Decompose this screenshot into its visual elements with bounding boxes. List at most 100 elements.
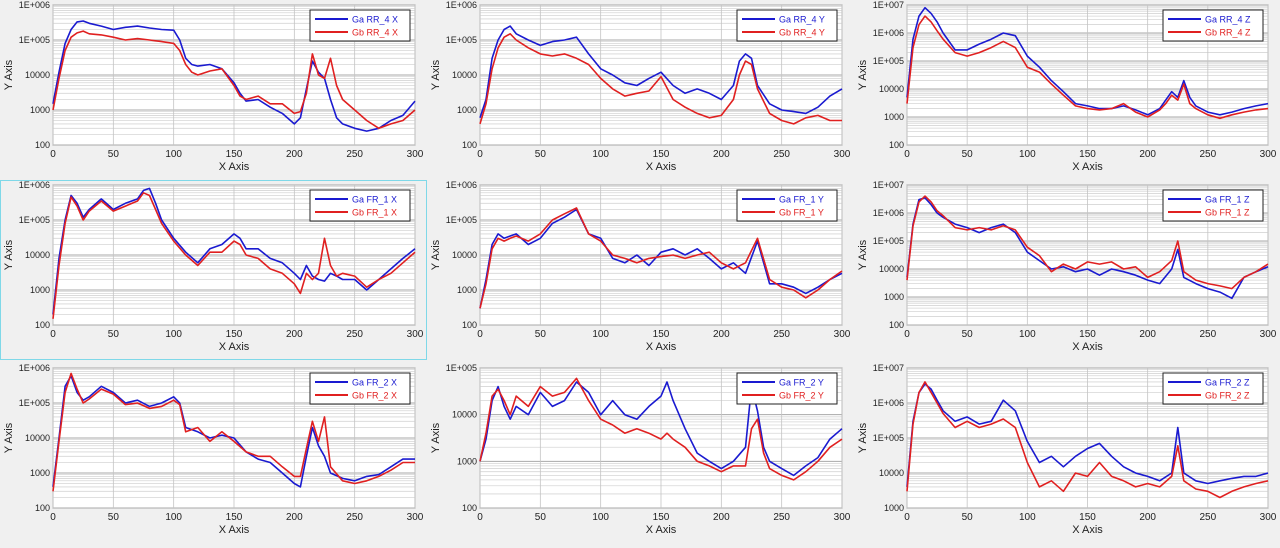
legend-label: Ga FR_1 Y: [779, 195, 824, 205]
legend[interactable]: Ga FR_2 Y Gb FR_2 Y: [736, 372, 838, 405]
legend[interactable]: Ga FR_1 Y Gb FR_1 Y: [736, 189, 838, 222]
series-line-a: [906, 6, 1269, 116]
x-axis-label: X Axis: [219, 524, 250, 536]
y-tick-label: 10000: [452, 250, 477, 260]
legend[interactable]: Ga RR_4 Y Gb RR_4 Y: [736, 9, 838, 42]
chart-svg: 100 1000 10000 1E+005 0 50 100 150 200 250 300 X Ax…: [430, 363, 851, 536]
x-tick-label: 100: [165, 149, 182, 160]
y-tick-label: 1000: [884, 503, 904, 513]
legend[interactable]: Ga RR_4 X Gb RR_4 X: [309, 9, 411, 42]
y-tick-label: 1000: [457, 105, 477, 115]
y-tick-label: 1E+006: [19, 180, 50, 190]
x-tick-label: 150: [653, 149, 670, 160]
legend[interactable]: Ga FR_2 Z Gb FR_2 Z: [1162, 372, 1264, 405]
y-axis-label: Y Axis: [430, 422, 442, 453]
x-tick-label: 50: [535, 149, 547, 160]
legend[interactable]: Ga FR_1 X Gb FR_1 X: [309, 189, 411, 222]
x-tick-label: 50: [962, 329, 974, 340]
x-tick-label: 50: [535, 512, 547, 523]
x-tick-label: 0: [50, 329, 56, 340]
series-line-b: [479, 377, 843, 481]
y-tick-label: 1E+005: [446, 363, 477, 373]
x-tick-label: 150: [226, 329, 243, 340]
y-tick-label: 1E+006: [446, 0, 477, 10]
legend-label: Gb FR_2 Y: [779, 391, 824, 401]
chart-panel-7[interactable]: 100 1000 10000 1E+005 1E+006 0 50 100 150 200 250 3…: [0, 363, 427, 543]
legend-label: Ga RR_4 Z: [1205, 15, 1251, 25]
x-tick-label: 150: [226, 512, 243, 523]
x-axis-label: X Axis: [1072, 341, 1103, 353]
x-tick-label: 50: [108, 149, 120, 160]
y-tick-label: 1000: [457, 285, 477, 295]
legend[interactable]: Ga RR_4 Z Gb RR_4 Z: [1162, 9, 1264, 42]
chart-panel-5[interactable]: 100 1000 10000 1E+005 1E+006 0 50 100 150 200 250 3…: [427, 180, 854, 360]
series-line-b: [479, 207, 843, 309]
y-tick-label: 1000: [30, 285, 50, 295]
x-axis-label: X Axis: [1072, 524, 1103, 536]
chart-svg: 100 1000 10000 1E+005 1E+006 1E+007 0 50 100 150 2…: [857, 180, 1277, 353]
x-tick-label: 100: [165, 512, 182, 523]
chart-panel-6[interactable]: 100 1000 10000 1E+005 1E+006 1E+007 0 50 100 150 2…: [854, 180, 1280, 360]
y-tick-label: 1E+005: [19, 35, 50, 45]
x-tick-label: 200: [1139, 149, 1156, 160]
x-tick-label: 250: [346, 329, 363, 340]
y-tick-label: 1E+006: [446, 180, 477, 190]
legend-label: Ga RR_4 X: [352, 15, 398, 25]
chart-panel-3[interactable]: 100 1000 10000 1E+005 1E+006 1E+007 0 50 100 150 2…: [854, 0, 1280, 180]
y-axis-label: Y Axis: [3, 422, 15, 453]
series-line-a: [479, 381, 843, 477]
y-tick-label: 100: [462, 503, 477, 513]
chart-panel-1[interactable]: 100 1000 10000 1E+005 1E+006 0 50 100 150 200 250 3…: [0, 0, 427, 180]
x-tick-label: 150: [1079, 329, 1096, 340]
legend-label: Gb FR_2 Z: [1205, 391, 1250, 401]
chart-panel-9[interactable]: 1000 10000 1E+005 1E+006 1E+007 0 50 100 150 200 2…: [854, 363, 1280, 543]
x-tick-label: 250: [1199, 329, 1216, 340]
y-tick-label: 10000: [25, 250, 50, 260]
series-line-b: [479, 32, 842, 125]
chart-svg: 100 1000 10000 1E+005 1E+006 0 50 100 150 200 250 3…: [430, 180, 851, 353]
x-tick-label: 100: [1019, 149, 1036, 160]
legend-label: Ga FR_2 X: [352, 378, 397, 388]
x-tick-label: 50: [108, 329, 120, 340]
x-tick-label: 200: [1139, 329, 1156, 340]
y-tick-label: 1E+007: [873, 180, 904, 190]
series-line-b: [906, 381, 1269, 499]
y-tick-label: 1E+006: [19, 0, 50, 10]
x-axis-label: X Axis: [1072, 161, 1103, 173]
x-tick-label: 100: [592, 512, 609, 523]
y-tick-label: 100: [889, 140, 904, 150]
chart-svg: 100 1000 10000 1E+005 1E+006 1E+007 0 50 100 150 2…: [857, 0, 1277, 173]
chart-svg: 100 1000 10000 1E+005 1E+006 0 50 100 150 200 250 3…: [430, 0, 851, 173]
chart-panel-4[interactable]: 100 1000 10000 1E+005 1E+006 0 50 100 150 200 250 3…: [0, 180, 427, 360]
x-tick-label: 200: [713, 329, 730, 340]
series-line-a: [479, 25, 843, 119]
chart-panel-8[interactable]: 100 1000 10000 1E+005 0 50 100 150 200 250 300 X Ax…: [427, 363, 854, 543]
x-tick-label: 300: [1260, 329, 1277, 340]
series-line-a: [906, 383, 1269, 487]
y-tick-label: 10000: [879, 84, 904, 94]
legend-label: Gb RR_4 X: [352, 28, 398, 38]
y-tick-label: 10000: [25, 433, 50, 443]
legend[interactable]: Ga FR_1 Z Gb FR_1 Z: [1162, 189, 1264, 222]
y-tick-label: 100: [462, 140, 477, 150]
chart-svg: 100 1000 10000 1E+005 1E+006 0 50 100 150 200 250 3…: [3, 0, 424, 173]
x-tick-label: 250: [773, 512, 790, 523]
y-tick-label: 100: [889, 320, 904, 330]
series-line-a: [52, 20, 416, 132]
legend-label: Gb FR_1 Z: [1205, 208, 1250, 218]
legend[interactable]: Ga FR_2 X Gb FR_2 X: [309, 372, 411, 405]
legend-label: Ga FR_2 Y: [779, 378, 824, 388]
x-tick-label: 100: [1019, 329, 1036, 340]
y-axis-label: Y Axis: [3, 59, 15, 90]
y-tick-label: 1E+006: [873, 208, 904, 218]
x-tick-label: 250: [346, 512, 363, 523]
y-tick-label: 10000: [879, 264, 904, 274]
chart-panel-2[interactable]: 100 1000 10000 1E+005 1E+006 0 50 100 150 200 250 3…: [427, 0, 854, 180]
chart-svg: 1000 10000 1E+005 1E+006 1E+007 0 50 100 150 200 2…: [857, 363, 1277, 536]
x-tick-label: 0: [904, 512, 910, 523]
y-tick-label: 1E+005: [19, 215, 50, 225]
x-tick-label: 250: [1199, 512, 1216, 523]
x-tick-label: 300: [1260, 149, 1277, 160]
legend-label: Gb RR_4 Y: [779, 28, 825, 38]
y-tick-label: 1000: [30, 105, 50, 115]
